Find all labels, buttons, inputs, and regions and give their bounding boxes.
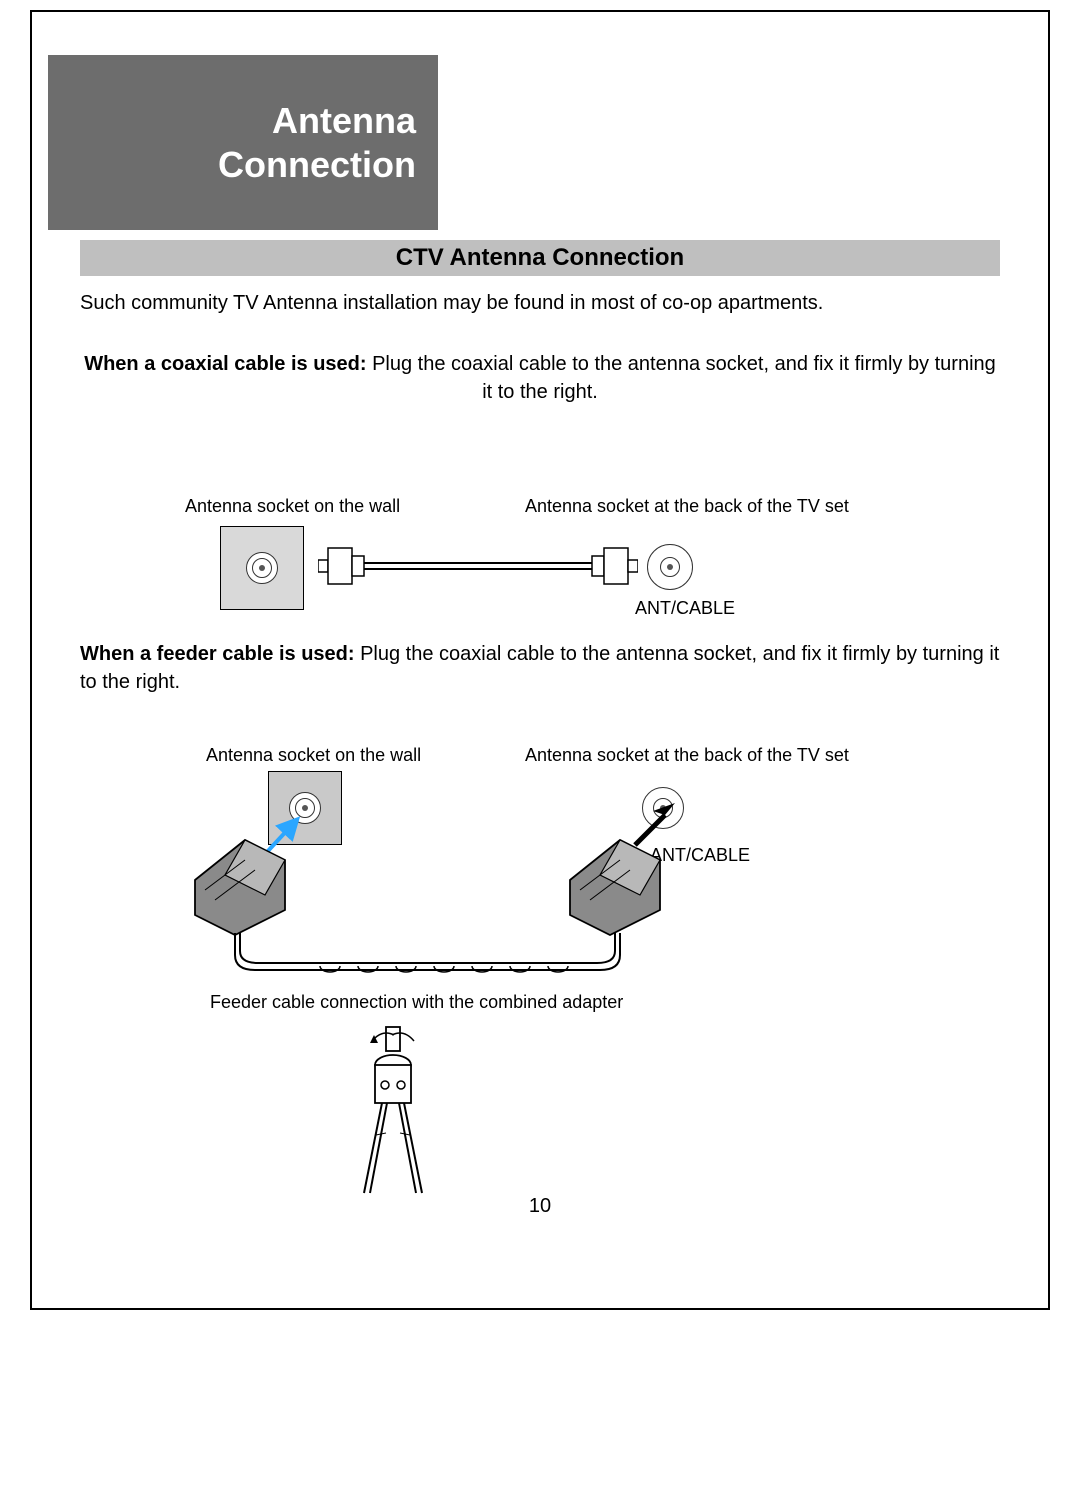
section-heading-bar: CTV Antenna Connection bbox=[80, 240, 1000, 276]
diagram-feeder: Antenna socket on the wall Antenna socke… bbox=[80, 745, 1000, 985]
d1-wall-label: Antenna socket on the wall bbox=[185, 496, 400, 517]
feeder-cable-illustration bbox=[140, 745, 840, 985]
diagram-coaxial: Antenna socket on the wall Antenna socke… bbox=[80, 436, 1000, 636]
title-text: Antenna Connection bbox=[218, 99, 416, 185]
intro-text: Such community TV Antenna installation m… bbox=[80, 290, 1000, 317]
wall-socket-icon bbox=[220, 526, 304, 610]
title-block: Antenna Connection bbox=[48, 55, 438, 230]
title-line2: Connection bbox=[218, 144, 416, 185]
coaxial-text: Plug the coaxial cable to the antenna so… bbox=[367, 353, 996, 403]
coax-cable-icon bbox=[318, 536, 638, 596]
diagram-adapter bbox=[338, 1025, 448, 1195]
page: Antenna Connection CTV Antenna Connectio… bbox=[0, 0, 1080, 1507]
coaxial-paragraph: When a coaxial cable is used: Plug the c… bbox=[80, 350, 1000, 406]
tv-socket-icon bbox=[647, 544, 693, 590]
feeder-paragraph: When a feeder cable is used: Plug the co… bbox=[80, 640, 1000, 696]
section-heading: CTV Antenna Connection bbox=[396, 244, 684, 272]
d1-tv-label: Antenna socket at the back of the TV set bbox=[525, 496, 849, 517]
feeder-bold: When a feeder cable is used: bbox=[80, 643, 355, 665]
adapter-caption: Feeder cable connection with the combine… bbox=[210, 992, 623, 1013]
coaxial-bold: When a coaxial cable is used: bbox=[84, 353, 366, 375]
title-line1: Antenna bbox=[272, 100, 416, 141]
d1-port-label: ANT/CABLE bbox=[635, 598, 735, 619]
page-number: 10 bbox=[0, 1195, 1080, 1218]
